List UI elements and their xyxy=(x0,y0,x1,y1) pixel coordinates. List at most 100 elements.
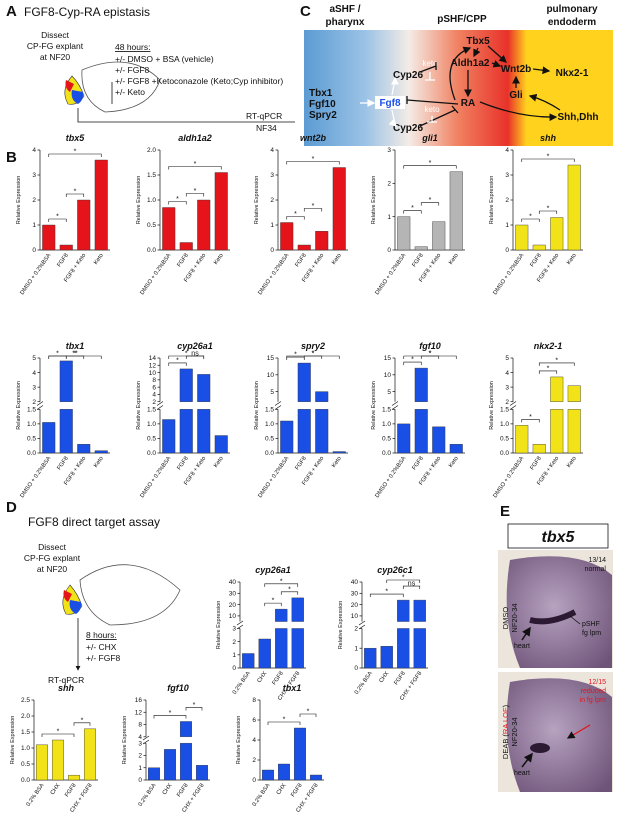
panel-title: FGF8 direct target assay xyxy=(28,515,160,529)
bar-chart: gli1 Relative Expression 0 1 2 3 DMSO + 0.2%BS… xyxy=(371,133,465,296)
significance-bracket xyxy=(403,210,422,214)
bar xyxy=(315,231,329,251)
x-tick-label: CHX xyxy=(162,783,174,797)
y-tick-label: 1.5 xyxy=(21,729,30,736)
pointer xyxy=(521,752,533,768)
significance-label: * xyxy=(307,709,310,716)
bar xyxy=(179,242,193,251)
y-axis-label: Relative Expression xyxy=(122,716,128,765)
embryo-drawing xyxy=(62,564,181,626)
y-axis-label: Relative Expression xyxy=(16,381,22,430)
bar xyxy=(532,244,546,251)
significance-bracket xyxy=(369,593,404,598)
x-tick-label: DMSO + 0.2%BSA xyxy=(139,253,172,297)
significance-bracket xyxy=(521,218,540,222)
condition: NF20-34 xyxy=(510,717,519,746)
x-tick-label: FGF8 xyxy=(529,253,542,269)
y-tick-label: 0 xyxy=(252,777,256,784)
condition: DMSO xyxy=(501,607,510,630)
y-axis-label: Relative Expression xyxy=(254,381,260,430)
treatment: +/- Keto xyxy=(115,87,145,97)
panel-label: C xyxy=(300,3,311,20)
bar xyxy=(414,367,428,454)
y-tick-label: 10 xyxy=(149,370,157,377)
bar-chart: wnt2b Relative Expression 0 1 2 3 4 DMSO + 0.2%… xyxy=(254,133,348,296)
explant-text: Dissect xyxy=(41,30,70,40)
y-tick-label: 16 xyxy=(135,697,143,704)
node: Cyp26 xyxy=(393,70,423,81)
y-tick-label: 2 xyxy=(270,197,274,204)
pathway-arrows xyxy=(360,45,561,127)
bar-chart: cyp26a1 Relative Expression 0 1 2 3 10 20 30 40 0.… xyxy=(216,565,306,702)
pointer xyxy=(569,615,581,625)
significance-bracket xyxy=(286,355,340,359)
bar-chart: shh Relative Expression 0.0 0.5 1.0 1.5 2.0 2.5… xyxy=(10,683,98,814)
bar xyxy=(550,376,564,454)
x-tick-label: DMSO + 0.2%BSA xyxy=(374,253,407,297)
treatment: +/- FGF8 +Ketoconazole (Keto;Cyp inhibit… xyxy=(115,76,283,86)
x-tick-label: Keto xyxy=(448,456,460,469)
treatment: +/- CHX xyxy=(86,642,117,652)
x-tick-label: FGF8 xyxy=(176,783,189,799)
significance-bracket xyxy=(264,583,299,587)
y-tick-label: 2 xyxy=(138,753,142,760)
bar-chart: cyp26a1 Relative Expression 0.0 0.5 1.0 1.524… xyxy=(136,341,230,499)
y-tick-label: 0.0 xyxy=(382,450,391,457)
significance-bracket xyxy=(403,165,457,169)
x-tick-label: FGF8 xyxy=(393,671,406,687)
axis-break xyxy=(156,401,164,410)
chart-title: spry2 xyxy=(301,341,325,351)
y-tick-label: 14 xyxy=(149,355,157,362)
chart-title: cyp26a1 xyxy=(255,565,291,575)
node: Fgf8 xyxy=(379,98,401,109)
significance-bracket xyxy=(48,218,67,222)
bar xyxy=(84,728,96,781)
x-tick-label: FGF8 xyxy=(294,456,307,472)
panel-title: tbx5 xyxy=(542,529,576,546)
explant-text: CP-FG explant xyxy=(27,41,84,51)
axis-break xyxy=(236,620,244,630)
condition-part: ) xyxy=(501,704,510,707)
y-tick-label: 0 xyxy=(505,247,509,254)
y-tick-label: 0.0 xyxy=(265,450,274,457)
x-tick-label: DMSO + 0.2%BSA xyxy=(139,456,172,500)
bar xyxy=(196,765,208,781)
node-box xyxy=(375,96,405,109)
chart-title: cyp26a1 xyxy=(177,341,213,351)
embryo-drawing xyxy=(64,61,161,113)
chart-title: gli1 xyxy=(421,133,438,143)
y-axis-label: Relative Expression xyxy=(371,381,377,430)
y-axis-label: Relative Expression xyxy=(338,601,344,650)
bar xyxy=(380,646,393,669)
y-tick-label: 2 xyxy=(152,399,156,406)
significance-bracket xyxy=(286,161,340,165)
significance-label: * xyxy=(411,205,414,212)
y-axis-label: Relative Expression xyxy=(254,176,260,225)
x-tick-label: Keto xyxy=(93,253,105,266)
bar xyxy=(214,172,228,251)
y-tick-label: 3 xyxy=(232,626,236,633)
y-tick-label: 3 xyxy=(270,172,274,179)
stain xyxy=(529,609,577,625)
significance-label: * xyxy=(194,188,197,195)
x-tick-label: FGF8 xyxy=(56,253,69,269)
y-tick-label: 8 xyxy=(152,377,156,384)
chart-title: tbx1 xyxy=(66,341,85,351)
y-tick-label: 20 xyxy=(351,602,359,609)
bar xyxy=(180,721,192,781)
x-tick-label: Keto xyxy=(331,456,343,469)
bar xyxy=(59,360,73,454)
node: keto xyxy=(424,105,440,114)
bar xyxy=(291,597,304,669)
y-tick-label: 3 xyxy=(138,740,142,747)
duration: 8 hours: xyxy=(86,630,117,640)
chart-title: fgf10 xyxy=(167,683,189,693)
y-tick-label: 8 xyxy=(252,697,256,704)
bar xyxy=(397,599,410,669)
bar xyxy=(42,224,56,251)
significance-bracket xyxy=(403,355,457,359)
chart-title: wnt2b xyxy=(300,133,327,143)
y-tick-label: 10 xyxy=(351,613,359,620)
bar xyxy=(297,244,311,251)
x-tick-label: CHX xyxy=(256,671,268,685)
